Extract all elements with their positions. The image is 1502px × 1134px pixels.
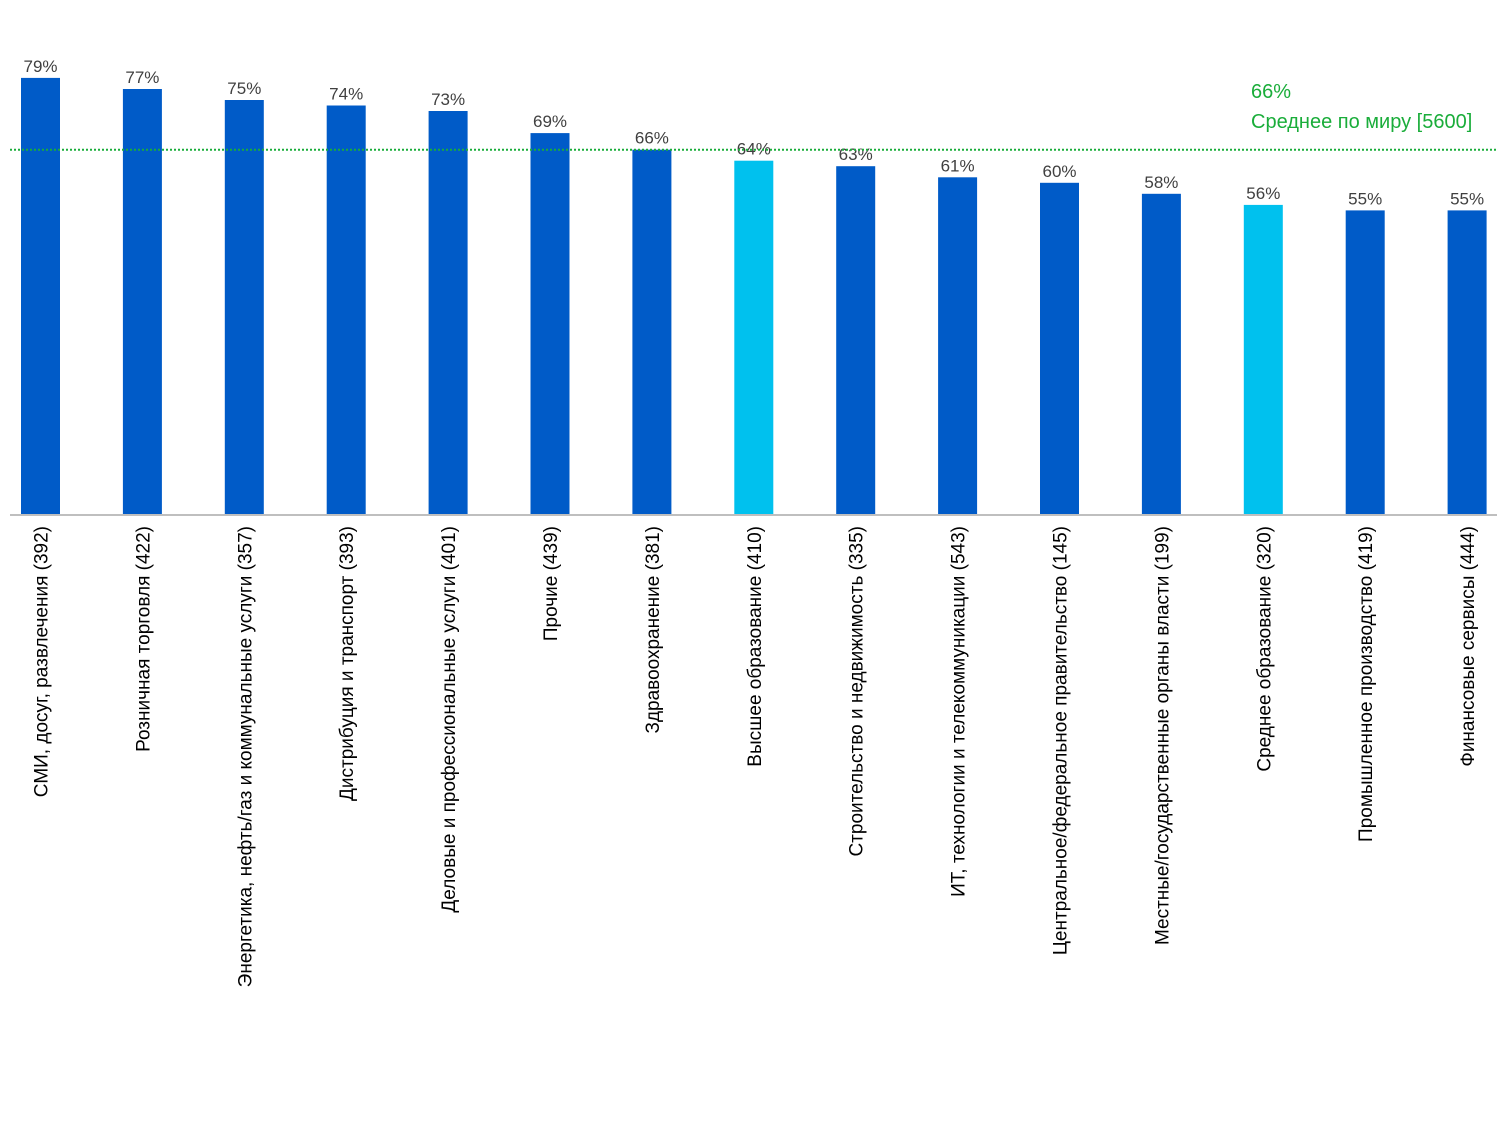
bar-value-label: 63% (839, 145, 873, 164)
bar (632, 149, 672, 514)
bar-value-label: 75% (227, 79, 261, 98)
bar-value-label: 64% (737, 140, 771, 159)
bar-value-label: 66% (635, 129, 669, 148)
bar-value-label: 74% (329, 85, 363, 104)
bar (326, 105, 366, 514)
category-label: Среднее образование (320) (1254, 526, 1275, 772)
category-label: Финансовые сервисы (444) (1458, 526, 1479, 767)
bar-value-label: 58% (1144, 173, 1178, 192)
bar-value-label: 55% (1348, 189, 1382, 208)
bar (428, 111, 468, 514)
bar (938, 177, 978, 515)
category-label: СМИ, досуг, развлечения (392) (32, 526, 53, 797)
bar (1345, 210, 1385, 514)
bar (122, 89, 162, 514)
bar-value-label: 61% (941, 156, 975, 175)
bars-group (21, 77, 1487, 515)
bar-value-label: 73% (431, 90, 465, 109)
bar-value-label: 55% (1450, 189, 1484, 208)
category-label: Розничная торговля (422) (133, 526, 154, 752)
bar (224, 100, 264, 514)
category-label: Деловые и профессиональные услуги (401) (439, 526, 460, 913)
category-label: Прочие (439) (541, 526, 562, 641)
category-label: Высшее образование (410) (745, 526, 766, 767)
category-label: Центральное/федеральное правительство (1… (1051, 526, 1072, 955)
bar-value-label: 79% (23, 57, 57, 76)
bar-value-label: 60% (1042, 162, 1076, 181)
bar (1243, 204, 1283, 514)
world-average-label: Среднее по миру [5600] (1251, 111, 1472, 133)
world-average-value: 66% (1251, 81, 1291, 103)
bar-value-label: 69% (533, 112, 567, 131)
category-label: Промышленное производство (419) (1356, 526, 1377, 842)
bar (1040, 182, 1079, 515)
bar (734, 160, 774, 514)
bar-value-label: 77% (125, 68, 159, 87)
bar (1141, 193, 1181, 515)
category-label: Энергетика, нефть/газ и коммунальные усл… (235, 526, 256, 987)
value-labels-group: 79% 77% 75% 74% 73% 69% 66% 64% 63% 61% 60% 58% 56% 5… (23, 57, 1484, 208)
bar (1447, 210, 1487, 514)
bar (836, 166, 876, 514)
bar (530, 133, 570, 514)
bar (21, 77, 60, 515)
category-label: Строительство и недвижимость (335) (847, 526, 868, 857)
category-label: ИТ, технологии и телекоммуникации (543) (949, 526, 970, 897)
category-label: Здравоохранение (381) (643, 526, 664, 734)
category-label: Местные/государственные органы власти (1… (1152, 526, 1173, 945)
category-labels-group: СМИ, досуг, развлечения (392) Розничная т… (32, 526, 1480, 987)
bar-value-label: 56% (1246, 184, 1280, 203)
category-label: Дистрибуция и транспорт (393) (337, 526, 358, 801)
